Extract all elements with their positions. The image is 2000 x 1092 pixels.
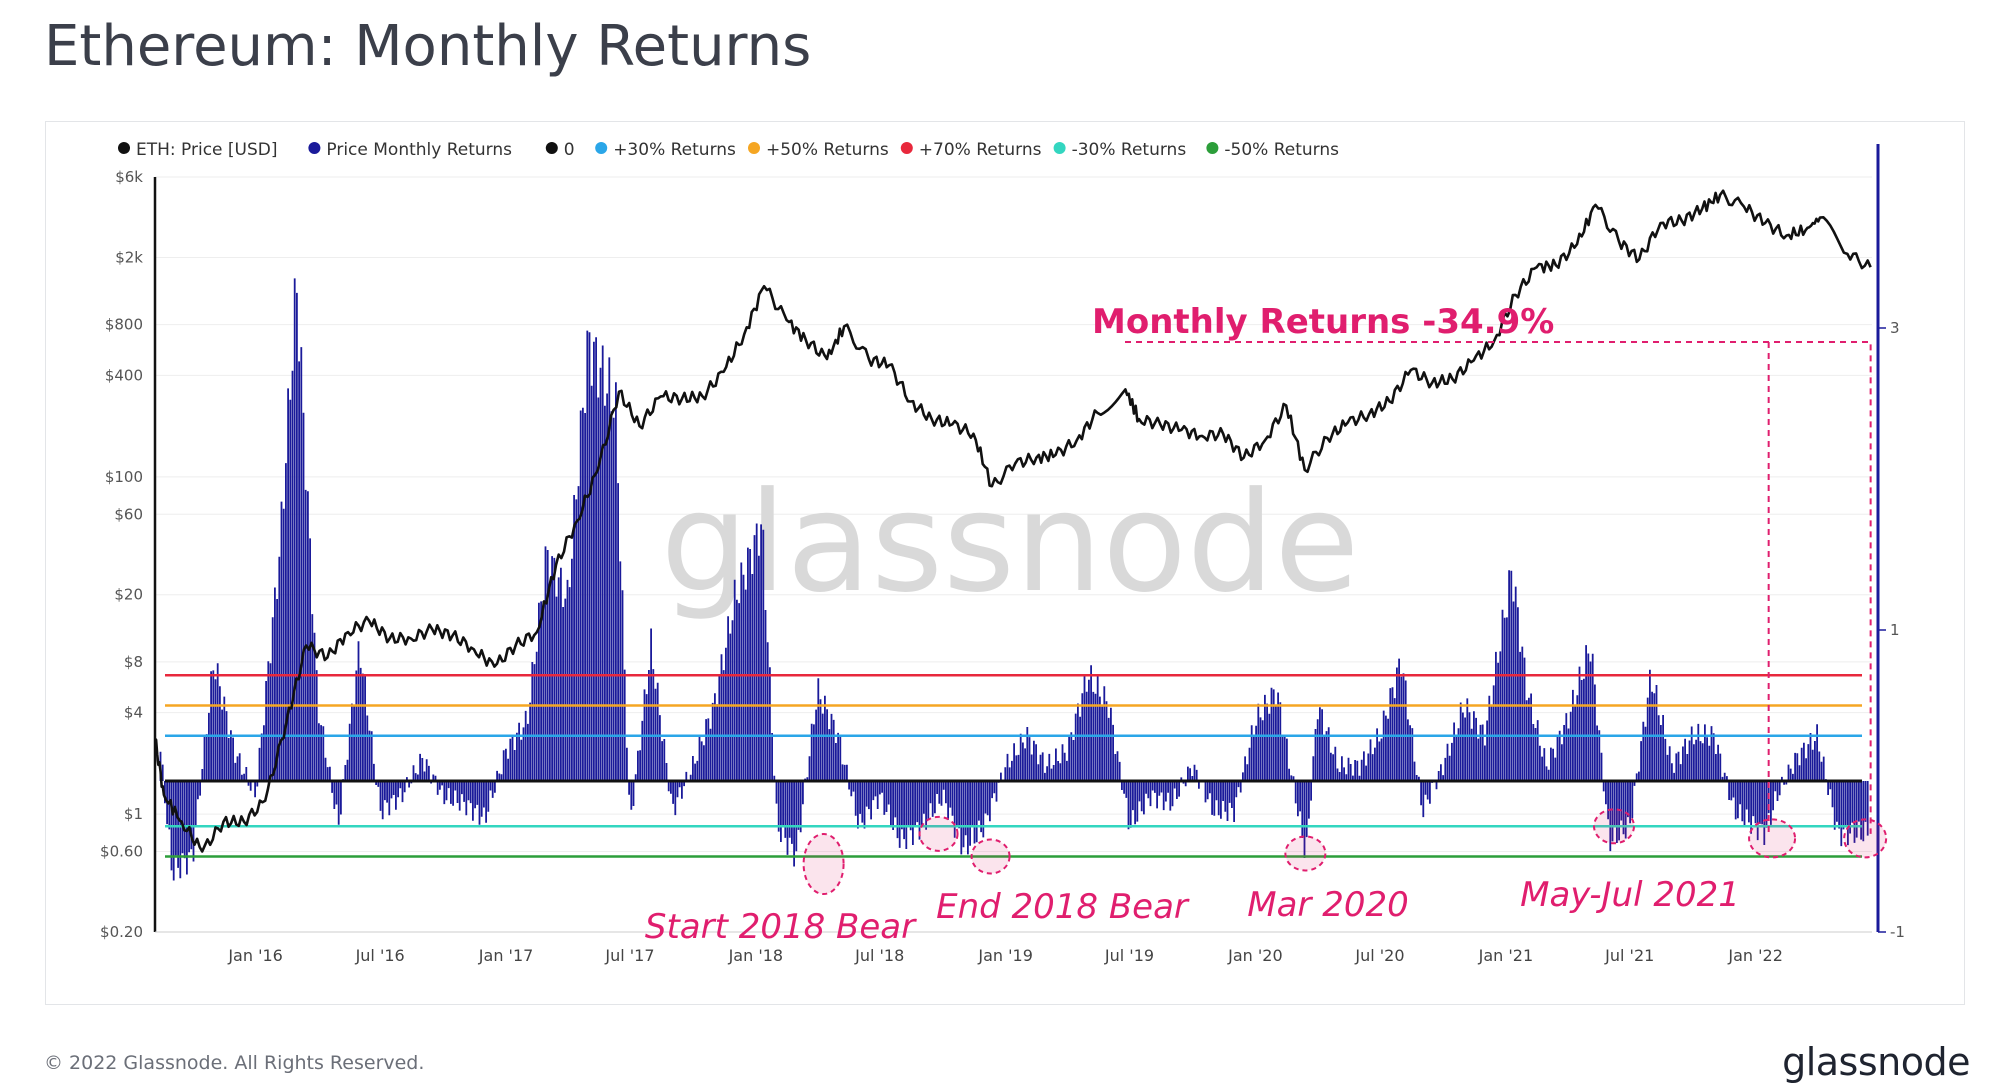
y-left-tick-label: $800 bbox=[105, 316, 143, 334]
x-tick-label: Jan '22 bbox=[1727, 946, 1783, 965]
highlight-circle bbox=[918, 815, 959, 852]
x-tick-label: Jan '16 bbox=[227, 946, 283, 965]
y-left-tick-label: $4 bbox=[124, 704, 143, 722]
x-tick-label: Jul '19 bbox=[1104, 946, 1154, 965]
y-left-tick-label: $20 bbox=[114, 586, 143, 604]
x-tick-label: Jul '21 bbox=[1604, 946, 1654, 965]
legend-dot bbox=[748, 142, 760, 154]
legend-label: 0 bbox=[564, 140, 575, 160]
y-right-tick-label: 1 bbox=[1890, 621, 1900, 639]
grid-lines bbox=[155, 176, 1872, 933]
y-left-tick-label: $400 bbox=[105, 366, 143, 384]
annotation-latest-return: Monthly Returns -34.9% bbox=[1092, 302, 1554, 342]
annotations: Monthly Returns -34.9% Start 2018 Bear End… bbox=[645, 302, 1888, 947]
dashed-marker bbox=[1125, 341, 1872, 834]
legend-dot bbox=[900, 142, 913, 154]
highlight-circle bbox=[1748, 818, 1797, 859]
legend-item-7[interactable]: -50% Returns bbox=[1206, 140, 1339, 160]
legend-item-5[interactable]: +70% Returns bbox=[900, 140, 1042, 160]
x-tick-label: Jan '18 bbox=[728, 946, 784, 965]
legend-item-4[interactable]: +50% Returns bbox=[748, 140, 889, 160]
threshold-lines bbox=[165, 674, 1862, 858]
legend-label: +70% Returns bbox=[919, 140, 1042, 160]
legend-label: ETH: Price [USD] bbox=[136, 140, 278, 160]
legend-item-1[interactable]: Price Monthly Returns bbox=[308, 140, 512, 160]
legend-item-6[interactable]: -30% Returns bbox=[1053, 140, 1187, 160]
y-left-tick-label: $100 bbox=[105, 468, 143, 486]
y-left-tick-label: $8 bbox=[124, 653, 143, 671]
legend-label: +30% Returns bbox=[613, 140, 736, 160]
legend-item-0[interactable]: ETH: Price [USD] bbox=[118, 140, 278, 160]
y-left-tick-label: $0.60 bbox=[100, 843, 143, 861]
legend-label: Price Monthly Returns bbox=[326, 140, 512, 160]
price-line bbox=[154, 189, 1872, 853]
legend-dot bbox=[1053, 142, 1066, 154]
annotation-label: Mar 2020 bbox=[1247, 885, 1408, 925]
y-left-tick-label: $2k bbox=[115, 248, 143, 266]
x-tick-label: Jul '17 bbox=[604, 946, 654, 965]
highlight-circle bbox=[970, 838, 1011, 875]
x-tick-label: Jan '20 bbox=[1227, 946, 1283, 965]
price-line-group bbox=[154, 189, 1872, 853]
legend-dot bbox=[545, 142, 558, 154]
y-right-tick-label: -1 bbox=[1890, 923, 1905, 941]
annotation-label: May-Jul 2021 bbox=[1520, 875, 1740, 915]
legend-dot bbox=[1206, 142, 1219, 154]
y-left-tick-label: $6k bbox=[115, 168, 143, 186]
x-tick-label: Jul '18 bbox=[854, 946, 904, 965]
legend-dot bbox=[118, 142, 130, 154]
x-tick-label: Jan '19 bbox=[977, 946, 1033, 965]
x-tick-label: Jan '17 bbox=[478, 946, 534, 965]
page-title: Ethereum: Monthly Returns bbox=[44, 14, 812, 79]
legend-dot bbox=[308, 142, 321, 154]
legend-dot bbox=[595, 142, 608, 154]
highlight-circle bbox=[1593, 808, 1636, 845]
watermark: glassnode bbox=[661, 462, 1360, 623]
x-tick-label: Jul '20 bbox=[1354, 946, 1404, 965]
annotation-label: End 2018 Bear bbox=[936, 887, 1190, 927]
y-left-tick-label: $0.20 bbox=[100, 923, 143, 941]
highlight-circle bbox=[1284, 835, 1327, 872]
highlight-circle bbox=[1843, 818, 1888, 859]
legend-item-3[interactable]: +30% Returns bbox=[595, 140, 736, 160]
x-tick-label: Jul '16 bbox=[355, 946, 405, 965]
legend-item-2[interactable]: 0 bbox=[545, 140, 575, 160]
annotation-label: Start 2018 Bear bbox=[645, 907, 917, 947]
glassnode-logo[interactable]: glassnode bbox=[1782, 1040, 1970, 1084]
legend-label: -50% Returns bbox=[1224, 140, 1339, 160]
legend-label: -30% Returns bbox=[1072, 140, 1187, 160]
x-tick-label: Jan '21 bbox=[1478, 946, 1534, 965]
y-left-tick-label: $60 bbox=[114, 505, 143, 523]
chart-panel bbox=[45, 121, 1965, 1005]
y-right-tick-label: 3 bbox=[1890, 319, 1900, 337]
legend-label: +50% Returns bbox=[766, 140, 889, 160]
y-left-tick-label: $1 bbox=[124, 805, 143, 823]
chart-legend[interactable]: ETH: Price [USD] Price Monthly Returns 0 +3… bbox=[118, 140, 1339, 160]
highlight-circle bbox=[802, 833, 845, 896]
copyright-text: © 2022 Glassnode. All Rights Reserved. bbox=[44, 1052, 425, 1074]
axes: $6k $2k $800 $400 $100 $60 $20 $8 $4 $1 $0.60 $0.20… bbox=[100, 144, 1905, 965]
